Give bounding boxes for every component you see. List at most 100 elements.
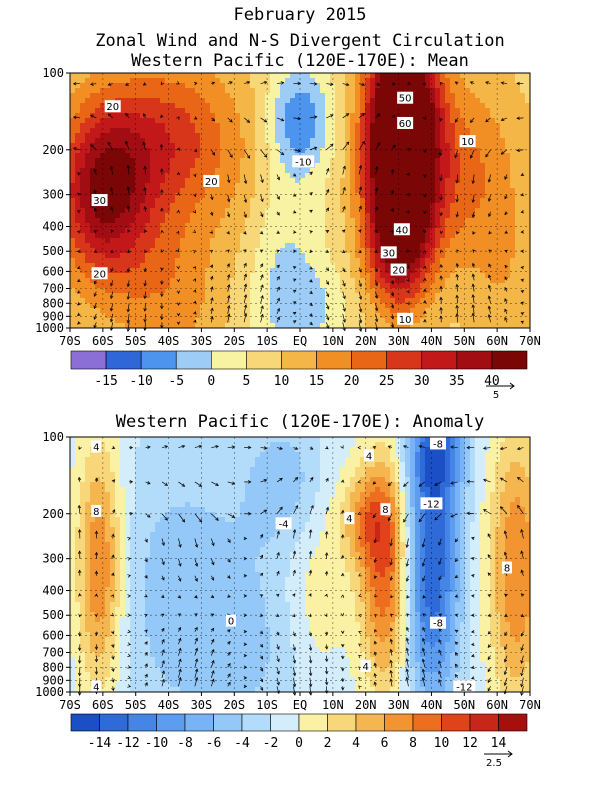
figure-title-date: February 2015 <box>233 5 367 25</box>
colorbar-label: 5 <box>242 374 250 389</box>
colorbar-label: 25 <box>379 374 395 389</box>
y-tick-label: 1000 <box>35 685 64 699</box>
contour-label-box <box>459 135 476 148</box>
y-tick-label: 300 <box>42 188 64 202</box>
reference-vector-label: 2.5 <box>486 758 502 769</box>
colorbar-swatch <box>246 350 282 370</box>
y-tick-label: 600 <box>42 628 64 642</box>
x-tick-label: 70S <box>59 698 81 712</box>
colorbar-swatch <box>175 350 212 370</box>
contour-label: -10 <box>295 157 311 168</box>
y-tick-label: 800 <box>42 660 64 674</box>
contour-label: 4 <box>363 662 369 673</box>
colorbar-swatch <box>298 713 328 732</box>
y-tick-label: 800 <box>42 296 64 310</box>
filled-contours <box>70 437 530 692</box>
colorbar-swatch <box>384 713 414 732</box>
colorbar-swatch <box>140 350 177 370</box>
colorbar-label: 6 <box>381 736 389 751</box>
contour-label-box <box>360 659 371 672</box>
colorbar-swatch <box>351 350 387 370</box>
x-tick-label: 50N <box>453 334 475 348</box>
colorbar-swatch <box>491 350 528 370</box>
colorbar-label: -10 <box>129 374 152 389</box>
contour-label-box <box>430 616 446 629</box>
contour-label-box <box>380 503 391 516</box>
contour-label-box <box>453 680 476 693</box>
reference-vector-label: 5 <box>493 390 499 401</box>
colorbar-swatch <box>412 713 442 732</box>
contour-label: 20 <box>205 177 218 188</box>
colorbar-label: 30 <box>414 374 430 389</box>
contour-label-box <box>292 155 315 168</box>
colorbar-swatch <box>281 350 317 370</box>
colorbar-label: -15 <box>94 374 117 389</box>
colorbar-swatch <box>469 713 499 732</box>
contour-label-box <box>397 116 414 129</box>
contour-label-box <box>91 194 108 207</box>
grid-lines <box>70 73 530 328</box>
x-tick-label: 70S <box>59 334 81 348</box>
colorbar-label: 0 <box>207 374 215 389</box>
colorbar-label: 4 <box>352 736 360 751</box>
filled-contours <box>70 73 530 328</box>
colorbar-label: 8 <box>409 736 417 751</box>
y-tick-label: 900 <box>42 309 64 323</box>
contour-label: 8 <box>504 564 510 575</box>
contour-label-box <box>91 504 102 517</box>
colorbar-label: -2 <box>263 736 279 751</box>
contour-label: -12 <box>423 499 439 510</box>
contour-label-box <box>104 100 121 113</box>
contour-label: 30 <box>93 196 106 207</box>
x-tick-label: 70N <box>519 334 541 348</box>
contour-label: 20 <box>93 269 106 280</box>
x-tick-label: 60N <box>486 334 508 348</box>
colorbar-swatch <box>99 713 129 732</box>
contour-label: 20 <box>392 266 405 277</box>
contour-label-box <box>91 680 102 693</box>
x-tick-label: 10N <box>322 698 344 712</box>
contour-label: 10 <box>461 137 474 148</box>
colorbar-label: 15 <box>309 374 325 389</box>
colorbar-swatch <box>213 713 243 732</box>
x-tick-label: 70N <box>519 698 541 712</box>
x-tick-label: 30N <box>388 698 410 712</box>
y-tick-label: 500 <box>42 244 64 258</box>
y-tick-label: 600 <box>42 264 64 278</box>
contour-label: 4 <box>346 514 352 525</box>
contour-label-box <box>397 91 414 104</box>
contour-label: -8 <box>433 619 443 630</box>
colorbar-label: 2 <box>324 736 332 751</box>
colorbar-label: 12 <box>462 736 478 751</box>
x-tick-label: 40S <box>158 334 180 348</box>
x-tick-label: 60S <box>92 334 114 348</box>
y-tick-label: 200 <box>42 507 64 521</box>
x-tick-label: 10S <box>256 334 278 348</box>
colorbar-label: 20 <box>344 374 360 389</box>
x-tick-label: 20N <box>355 334 377 348</box>
contour-label: 0 <box>228 617 234 628</box>
panel1-title: Western Pacific (120E-170E): Mean <box>131 51 469 71</box>
contour-label-box <box>203 174 220 187</box>
colorbar-swatch <box>184 713 214 732</box>
colorbar-swatch <box>105 350 142 370</box>
contour-label-box <box>380 246 397 259</box>
colorbar-label: -6 <box>206 736 222 751</box>
contour-label: 4 <box>93 443 99 454</box>
colorbar-swatch <box>441 713 471 732</box>
x-tick-label: 40N <box>421 334 443 348</box>
y-tick-label: 900 <box>42 673 64 687</box>
contour-label: 8 <box>93 507 99 518</box>
panel-anomaly: 484-40448-8-12-84-1281002003004005006007… <box>35 430 541 769</box>
colorbar-swatch <box>241 713 271 732</box>
contour-label-box <box>91 440 102 453</box>
colorbar-swatch <box>156 713 186 732</box>
contour-label-box <box>226 614 236 627</box>
contour-label: 20 <box>106 102 119 113</box>
contour-label-box <box>364 449 374 462</box>
contour-label: 60 <box>399 119 412 130</box>
contour-label-box <box>91 267 108 280</box>
colorbar-label: 35 <box>449 374 465 389</box>
colorbar-swatch <box>127 713 157 732</box>
colorbar-label: 40 <box>484 374 500 389</box>
